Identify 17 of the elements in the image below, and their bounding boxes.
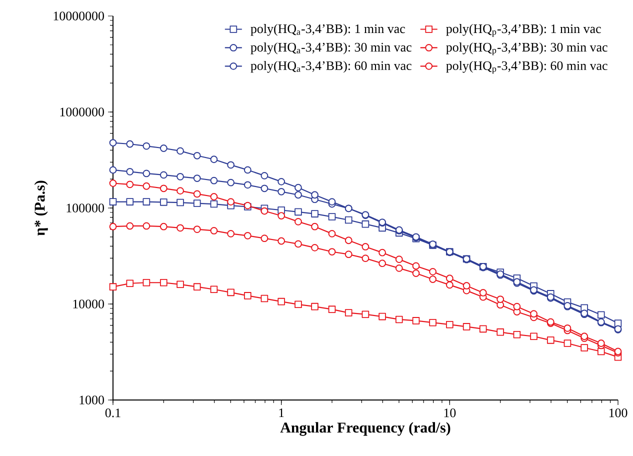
legend-label: poly(HQ$_{p}$-3,4’BB): 1 min vac bbox=[446, 24, 601, 37]
y-axis-title: η* (Pa.s) bbox=[34, 180, 48, 236]
y-tick-label: 10000 bbox=[73, 300, 104, 308]
legend-label: poly(HQ$_{p}$-3,4’BB): 30 min vac bbox=[446, 42, 608, 56]
y-tick-label: 1000000 bbox=[60, 108, 104, 116]
x-tick-label: 100 bbox=[609, 408, 628, 418]
x-tick-label: 0.1 bbox=[105, 408, 120, 418]
y-tick-label: 10000000 bbox=[54, 12, 104, 20]
legend-label: poly(HQ$_{a}$-3,4’BB): 60 min vac bbox=[250, 60, 412, 73]
y-tick-label: 100000 bbox=[66, 204, 104, 212]
x-tick-label: 10 bbox=[444, 408, 456, 418]
legend-label: poly(HQ$_{p}$-3,4’BB): 60 min vac bbox=[446, 60, 608, 74]
y-tick-label: 1000 bbox=[80, 396, 104, 404]
x-axis-title: Angular Frequency (rad/s) bbox=[280, 422, 450, 436]
legend-label: poly(HQ$_{a}$-3,4’BB): 30 min vac bbox=[250, 42, 412, 54]
x-tick-label: 1 bbox=[279, 408, 284, 418]
legend-label: poly(HQ$_{a}$-3,4’BB): 1 min vac bbox=[250, 24, 405, 36]
